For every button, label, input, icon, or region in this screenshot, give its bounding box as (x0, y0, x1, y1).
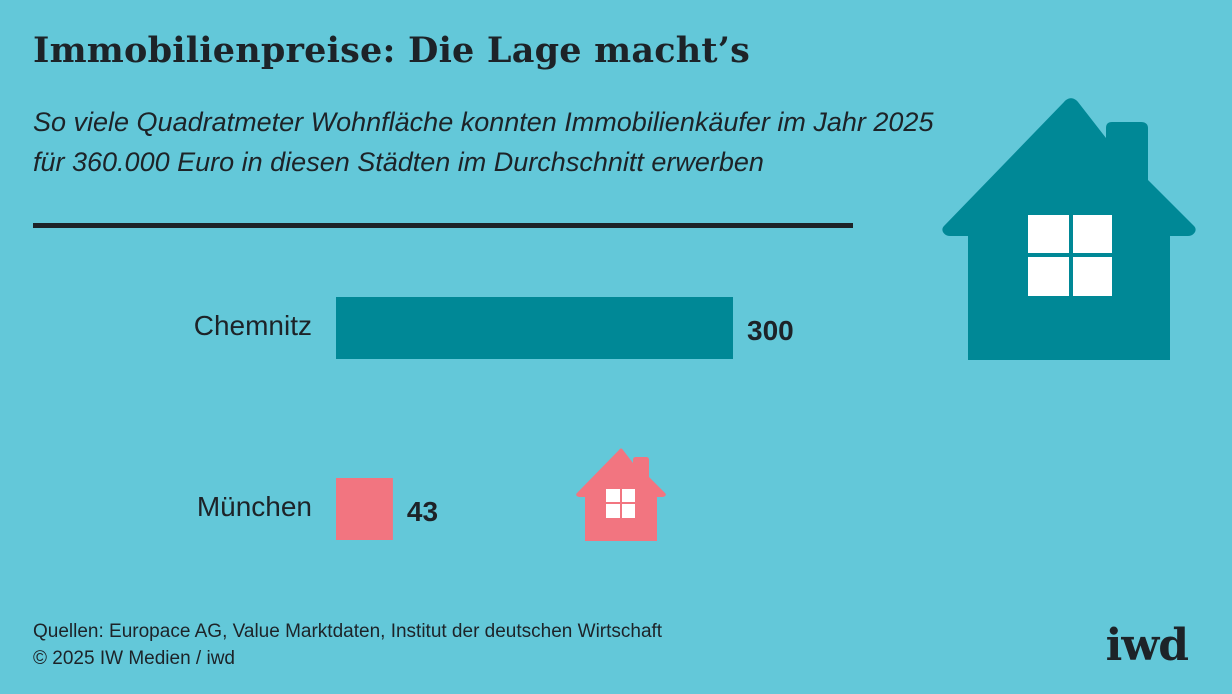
value-label: 300 (747, 315, 794, 346)
source-note: Quellen: Europace AG, Value Marktdaten, … (33, 618, 662, 672)
value-label: 43 (407, 496, 438, 527)
chart-subtitle: So viele Quadratmeter Wohnfläche konnten… (33, 107, 934, 177)
bar-muenchen (336, 478, 393, 540)
title-divider (33, 223, 853, 228)
copyright-line: © 2025 IW Medien / iwd (33, 648, 235, 669)
large-house-icon (942, 98, 1196, 360)
category-label: Chemnitz (194, 310, 312, 341)
bar-chemnitz (336, 297, 733, 359)
chart-title: Immobilienpreise: Die Lage macht’s (33, 30, 751, 71)
source-line: Quellen: Europace AG, Value Marktdaten, … (33, 621, 663, 642)
category-label: München (197, 491, 312, 522)
small-house-icon (576, 448, 666, 541)
iwd-logo: iwd (1105, 620, 1189, 671)
